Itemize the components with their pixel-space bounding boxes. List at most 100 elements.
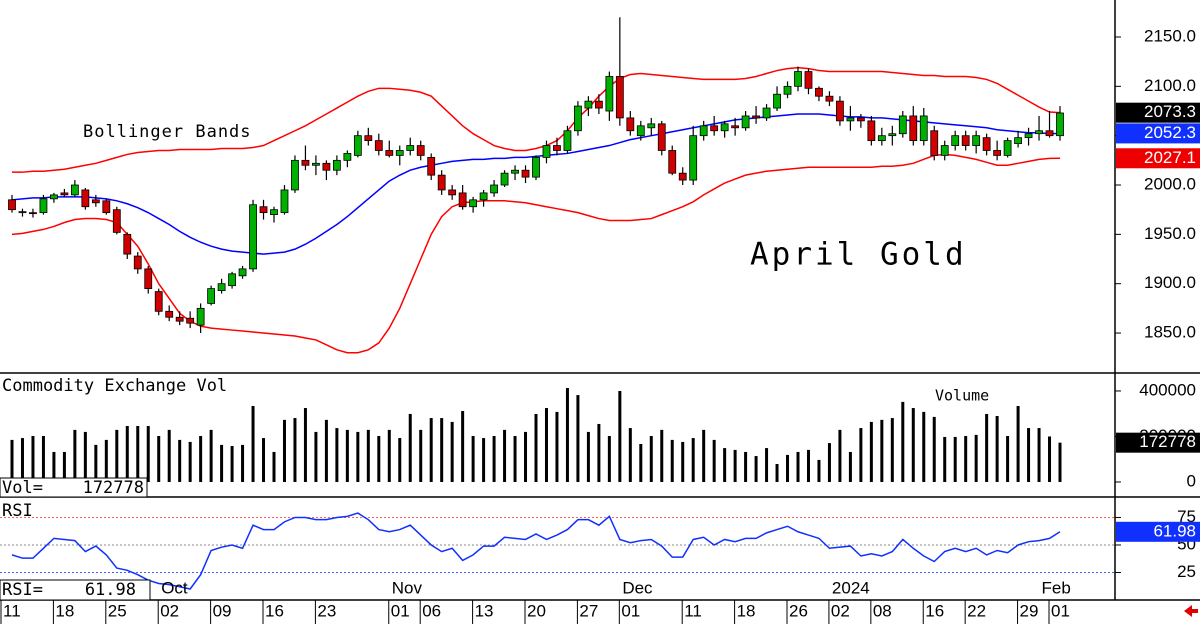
y-tick-label: 25 <box>1177 562 1196 581</box>
volume-bar <box>691 438 695 482</box>
y-tick-label: 2150.0 <box>1144 26 1196 45</box>
candle-body <box>993 150 1002 156</box>
volume-bar <box>293 418 297 482</box>
volume-bar <box>744 451 748 482</box>
volume-bar <box>230 446 234 482</box>
volume-bar <box>848 451 852 482</box>
candle-body <box>70 184 79 196</box>
volume-bar <box>670 439 674 482</box>
x-tick-label: 16 <box>925 601 944 620</box>
volume-bar <box>366 429 370 482</box>
x-tick-label: 25 <box>108 601 127 620</box>
candle-body <box>919 115 928 142</box>
candle-body <box>8 199 16 211</box>
x-tick-label: 22 <box>967 601 986 620</box>
last-value-box <box>1116 148 1200 169</box>
candle-body <box>500 172 509 186</box>
x-tick-label: 01 <box>1051 601 1070 620</box>
x-tick-label: 29 <box>1020 601 1039 620</box>
candle-body <box>710 125 719 132</box>
x-tick-label: 08 <box>873 601 892 620</box>
month-label: Nov <box>392 578 423 597</box>
candle-body <box>867 120 876 142</box>
volume-bar <box>52 451 56 482</box>
volume-bar <box>251 405 255 482</box>
volume-bar <box>765 448 769 482</box>
candle-body <box>699 125 708 137</box>
candle-body <box>668 150 677 174</box>
candle-body <box>165 310 174 318</box>
volume-bar <box>733 449 737 482</box>
candle-body <box>175 316 184 322</box>
x-tick-label: 26 <box>789 601 808 620</box>
panel-title: RSI <box>2 501 33 521</box>
candle-body <box>395 150 404 156</box>
candle-body <box>102 200 111 214</box>
candle-body <box>972 135 981 146</box>
candle-body <box>479 192 488 201</box>
candle-body <box>888 133 897 137</box>
volume-bar <box>20 438 24 482</box>
candle-body <box>427 156 436 176</box>
candle-body <box>1045 130 1054 137</box>
volume-bar <box>314 431 318 482</box>
volume-bar <box>482 438 486 482</box>
volume-bar <box>262 438 266 482</box>
readout-value: 172778 <box>83 478 144 498</box>
candle-body <box>291 159 299 191</box>
candle-body <box>228 273 236 287</box>
candle-body <box>60 192 69 196</box>
panel <box>10 388 1062 482</box>
candle-body <box>343 153 352 161</box>
candle-body <box>112 209 121 233</box>
volume-bar <box>115 429 119 482</box>
y-tick-label: 1850.0 <box>1144 323 1196 342</box>
x-tick-label: 23 <box>317 601 336 620</box>
candle-body <box>940 145 949 156</box>
candle-body <box>909 115 918 142</box>
volume-bar <box>178 439 182 482</box>
candle-body <box>448 189 457 196</box>
volume-bar <box>754 456 758 482</box>
scroll-arrow[interactable] <box>1184 605 1198 617</box>
volume-bar <box>1006 436 1010 482</box>
y-tick-label: 75 <box>1177 507 1196 526</box>
volume-bar <box>628 428 632 482</box>
candle-body <box>982 137 991 151</box>
candle-body <box>804 71 813 89</box>
last-value-label: 2027.1 <box>1144 148 1196 167</box>
x-tick-label: 27 <box>579 601 598 620</box>
candle-body <box>961 135 970 146</box>
last-value-box <box>1116 432 1200 453</box>
line <box>11 512 1061 590</box>
volume-bar <box>104 439 108 482</box>
volume-bar <box>995 416 999 482</box>
volume-bar <box>345 429 349 482</box>
volume-bar <box>869 421 873 482</box>
candle-body <box>374 140 383 151</box>
candle-body <box>542 145 551 158</box>
x-tick-label: 01 <box>621 601 640 620</box>
candle-body <box>81 189 90 208</box>
volume-bar <box>356 431 360 482</box>
volume-bar <box>953 436 957 482</box>
volume-bar <box>565 388 569 482</box>
volume-bar <box>1058 442 1062 482</box>
candle-body <box>678 172 687 181</box>
panel <box>0 512 1115 590</box>
candle-body <box>521 169 530 178</box>
volume-bar <box>146 426 150 482</box>
candle-body <box>615 76 624 119</box>
candle-body <box>280 189 289 214</box>
month-label: Feb <box>1042 578 1071 597</box>
candle-body <box>154 291 163 312</box>
candle-body <box>50 194 58 200</box>
volume-bar <box>607 436 611 482</box>
candle-body <box>605 76 614 112</box>
candle-body <box>877 135 886 142</box>
candle-body <box>532 156 540 178</box>
candle-body <box>39 198 48 214</box>
volume-bar <box>209 429 213 482</box>
volume-bar <box>702 429 706 482</box>
